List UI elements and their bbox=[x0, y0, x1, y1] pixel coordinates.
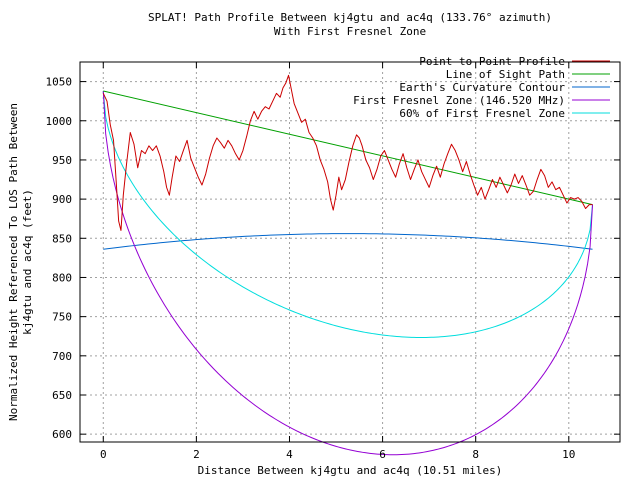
legend-label: First Fresnel Zone (146.520 MHz) bbox=[353, 94, 565, 107]
x-axis-label: Distance Between kj4gtu and ac4q (10.51 … bbox=[198, 464, 503, 477]
series-line-2 bbox=[103, 233, 593, 250]
y-tick-label: 650 bbox=[52, 389, 72, 402]
x-tick-label: 0 bbox=[100, 448, 107, 461]
y-tick-label: 950 bbox=[52, 154, 72, 167]
series-line-0 bbox=[102, 74, 593, 231]
series-line-4 bbox=[102, 90, 594, 338]
legend-label: Point-to-Point Profile bbox=[419, 55, 565, 68]
grid-lines bbox=[80, 62, 620, 442]
legend-label: 60% of First Fresnel Zone bbox=[399, 107, 565, 120]
plot-frame bbox=[79, 61, 621, 443]
y-axis-label-line-1: Normalized Height Referenced To LOS Path… bbox=[7, 103, 20, 421]
y-axis-label-line-2: kj4gtu and ac4q (feet) bbox=[21, 189, 34, 335]
y-tick-label: 800 bbox=[52, 271, 72, 284]
y-tick-label: 1000 bbox=[46, 115, 73, 128]
x-tick-label: 10 bbox=[562, 448, 575, 461]
legend-label: Earth's Curvature Contour bbox=[399, 81, 565, 94]
x-tick-label: 2 bbox=[193, 448, 200, 461]
x-axis-ticks: 0 2 4 6 8 10 bbox=[100, 62, 575, 461]
chart-subtitle: With First Fresnel Zone bbox=[274, 25, 426, 38]
y-tick-label: 900 bbox=[52, 193, 72, 206]
y-tick-label: 1050 bbox=[46, 76, 73, 89]
x-tick-label: 6 bbox=[379, 448, 386, 461]
x-tick-label: 4 bbox=[286, 448, 293, 461]
y-tick-label: 850 bbox=[52, 232, 72, 245]
series-line-3 bbox=[102, 90, 594, 456]
y-tick-label: 700 bbox=[52, 350, 72, 363]
chart-title: SPLAT! Path Profile Between kj4gtu and a… bbox=[148, 11, 552, 24]
x-tick-label: 8 bbox=[472, 448, 479, 461]
y-tick-label: 600 bbox=[52, 428, 72, 441]
legend-label: Line of Sight Path bbox=[446, 68, 565, 81]
y-axis-ticks: 600 650 700 750 800 850 900 950 1000 1050 bbox=[46, 76, 620, 441]
y-tick-label: 750 bbox=[52, 311, 72, 324]
data-series bbox=[102, 74, 594, 456]
